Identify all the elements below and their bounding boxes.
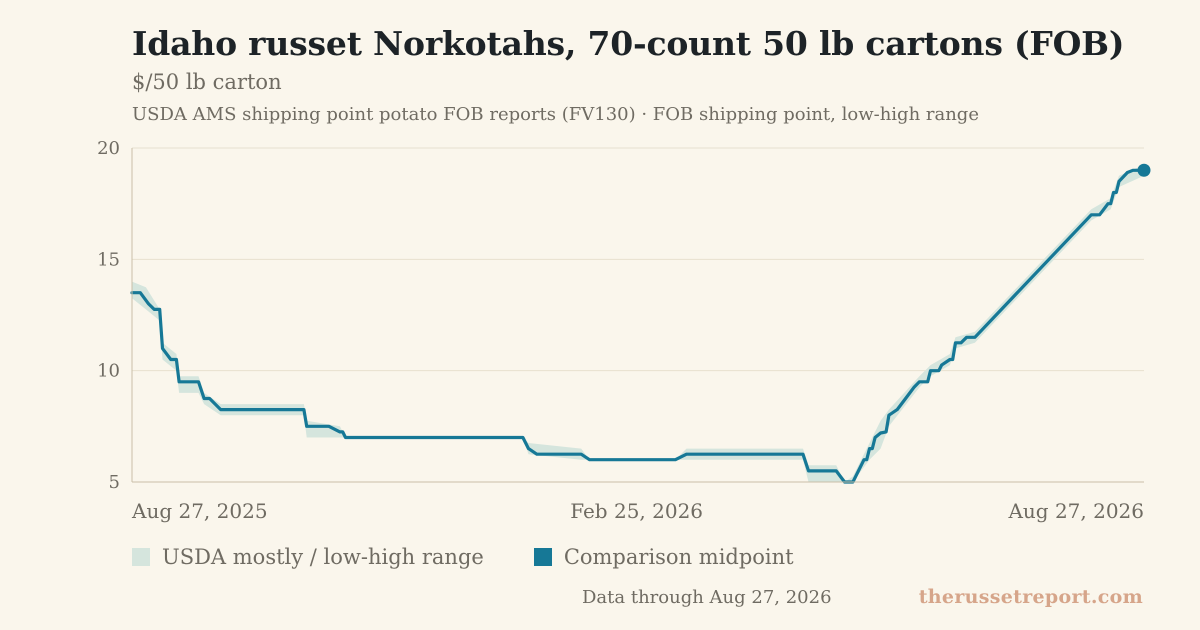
range-band (132, 164, 1144, 482)
x-tick-label: Aug 27, 2025 (131, 499, 268, 523)
legend-swatch-range (132, 548, 150, 566)
x-axis-ticks: Aug 27, 2025 Feb 25, 2026 Aug 27, 2026 (131, 499, 1144, 523)
grid-lines (132, 147, 1144, 372)
latest-value-point (1137, 163, 1151, 177)
axes (131, 148, 1144, 483)
brand-wordmark: therussetreport.com (918, 586, 1143, 608)
legend-item-range: USDA mostly / low-high range (132, 545, 484, 569)
legend: USDA mostly / low-high range Comparison … (132, 545, 844, 569)
legend-label-range: USDA mostly / low-high range (162, 545, 484, 569)
y-tick-label: 15 (97, 249, 120, 270)
data-through-note: Data through Aug 27, 2026 (582, 587, 832, 608)
y-tick-label: 5 (109, 472, 120, 493)
y-tick-label: 10 (97, 361, 120, 382)
x-tick-label: Aug 27, 2026 (1007, 499, 1144, 523)
x-tick-label: Feb 25, 2026 (570, 499, 703, 523)
y-tick-label: 20 (97, 138, 120, 159)
legend-swatch-midpoint (533, 548, 552, 566)
chart-source-note: USDA AMS shipping point potato FOB repor… (132, 104, 979, 125)
midpoint-line-layer (130, 163, 1151, 484)
y-axis-ticks: 5 10 15 20 (97, 138, 120, 493)
range-band-layer (132, 164, 1144, 482)
chart-subtitle: $/50 lb carton (132, 70, 282, 94)
midpoint-line (130, 168, 1146, 484)
chart-title: Idaho russet Norkotahs, 70-count 50 lb c… (132, 24, 1125, 63)
legend-item-midpoint: Comparison midpoint (533, 545, 794, 569)
legend-label-midpoint: Comparison midpoint (563, 545, 794, 569)
